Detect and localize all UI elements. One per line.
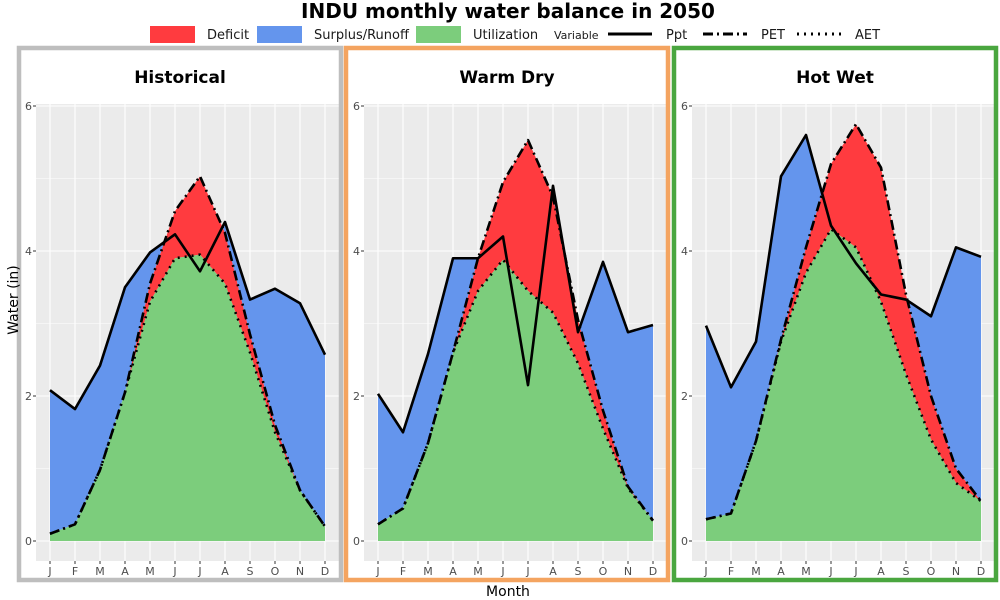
x-tick-label: M	[801, 565, 811, 578]
chart-title: INDU monthly water balance in 2050	[301, 0, 715, 23]
legend-key-surplus-runoff	[257, 26, 302, 43]
y-tick-label: 6	[681, 100, 688, 113]
x-tick-label: D	[321, 565, 329, 578]
x-tick-label: N	[296, 565, 304, 578]
legend-label: PET	[761, 28, 785, 43]
x-tick-label: N	[952, 565, 960, 578]
legend-label: AET	[855, 28, 880, 43]
facet-title: Hot Wet	[796, 68, 874, 88]
x-tick-label: J	[375, 565, 379, 578]
x-tick-label: F	[728, 565, 734, 578]
x-tick-label: S	[575, 565, 582, 578]
x-tick-label: F	[72, 565, 78, 578]
x-tick-label: M	[751, 565, 761, 578]
x-tick-label: J	[828, 565, 832, 578]
panel-frame	[671, 45, 999, 583]
y-tick-label: 2	[353, 390, 360, 403]
x-tick-label: J	[703, 565, 707, 578]
surplus-area	[378, 140, 653, 525]
surplus-area	[50, 176, 325, 534]
x-tick-label: J	[47, 565, 51, 578]
legend-label: Utilization	[473, 28, 538, 43]
deficit-area	[378, 140, 653, 525]
x-tick-label: F	[400, 565, 406, 578]
x-tick-label: A	[549, 565, 557, 578]
x-tick-label: J	[853, 565, 857, 578]
x-tick-label: J	[500, 565, 504, 578]
x-tick-label: A	[221, 565, 229, 578]
y-tick-label: 0	[681, 535, 688, 548]
y-tick-label: 4	[25, 245, 32, 258]
pet-line	[377, 138, 655, 526]
y-tick-label: 2	[681, 390, 688, 403]
y-tick-label: 6	[353, 100, 360, 113]
facet-title: Warm Dry	[459, 68, 554, 88]
x-tick-label: A	[877, 565, 885, 578]
utilization-area	[706, 229, 981, 541]
deficit-area	[50, 176, 325, 534]
legend-label: Deficit	[207, 28, 249, 43]
deficit-area	[706, 124, 981, 520]
x-tick-label: O	[271, 565, 280, 578]
legend-label: Surplus/Runoff	[314, 28, 410, 43]
aet-line	[705, 227, 982, 521]
x-tick-label: A	[121, 565, 129, 578]
x-tick-label: M	[423, 565, 433, 578]
y-tick-label: 0	[353, 535, 360, 548]
panels: 0 2 4 6 J F M A M J J A S O N D Historical 0 2 4 6 J F M A M J J A S O…	[16, 45, 999, 583]
legend-key-utilization	[416, 26, 461, 43]
x-tick-label: A	[449, 565, 457, 578]
x-tick-label: S	[247, 565, 254, 578]
panel-frame	[343, 45, 671, 583]
legend-label: Ppt	[666, 28, 687, 43]
panel-hot-wet: 0 2 4 6 J F M A M J J A S O N D Hot Wet	[671, 45, 999, 583]
y-tick-label: 6	[25, 100, 32, 113]
panel-warm-dry: 0 2 4 6 J F M A M J J A S O N D Warm Dry	[343, 45, 671, 583]
y-tick-label: 4	[353, 245, 360, 258]
y-axis-title: Water (in)	[6, 265, 22, 335]
ppt-line	[49, 220, 327, 411]
x-tick-label: D	[977, 565, 985, 578]
legend-key-deficit	[150, 26, 195, 43]
x-tick-label: S	[903, 565, 910, 578]
ppt-line	[376, 184, 654, 434]
x-tick-label: J	[525, 565, 529, 578]
ppt-line	[704, 133, 982, 389]
x-tick-label: O	[927, 565, 936, 578]
y-tick-label: 2	[25, 390, 32, 403]
utilization-area	[50, 254, 325, 541]
pet-line	[705, 122, 983, 521]
x-tick-label: M	[145, 565, 155, 578]
x-tick-label: D	[649, 565, 657, 578]
x-tick-label: A	[777, 565, 785, 578]
facet-title: Historical	[134, 68, 226, 88]
x-tick-label: N	[624, 565, 632, 578]
panel-historical: 0 2 4 6 J F M A M J J A S O N D Historical	[16, 45, 344, 583]
x-tick-label: O	[599, 565, 608, 578]
utilization-area	[378, 259, 653, 541]
x-tick-label: J	[197, 565, 201, 578]
legend: Deficit Surplus/Runoff Utilization Variable…	[150, 26, 880, 43]
legend-title: Variable	[554, 29, 599, 42]
x-tick-label: M	[473, 565, 483, 578]
x-axis-title: Month	[486, 584, 530, 600]
x-tick-label: J	[172, 565, 176, 578]
y-tick-label: 0	[25, 535, 32, 548]
y-tick-label: 4	[681, 245, 688, 258]
panel-frame	[16, 45, 344, 583]
x-tick-label: M	[95, 565, 105, 578]
